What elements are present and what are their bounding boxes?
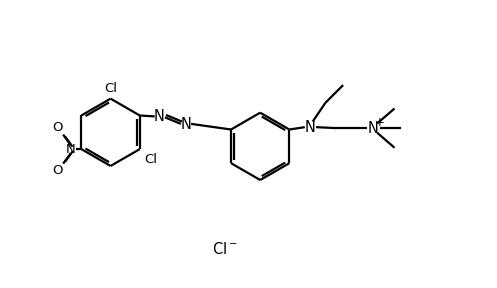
- Text: N: N: [66, 143, 76, 156]
- Text: +: +: [375, 115, 385, 128]
- Text: O: O: [52, 164, 63, 177]
- Text: N: N: [154, 109, 165, 124]
- Text: N: N: [181, 117, 192, 132]
- Text: Cl: Cl: [145, 153, 158, 166]
- Text: Cl$^-$: Cl$^-$: [212, 241, 238, 257]
- Text: N: N: [368, 121, 379, 136]
- Text: N: N: [305, 120, 316, 135]
- Text: O: O: [52, 121, 63, 134]
- Text: Cl: Cl: [104, 82, 117, 95]
